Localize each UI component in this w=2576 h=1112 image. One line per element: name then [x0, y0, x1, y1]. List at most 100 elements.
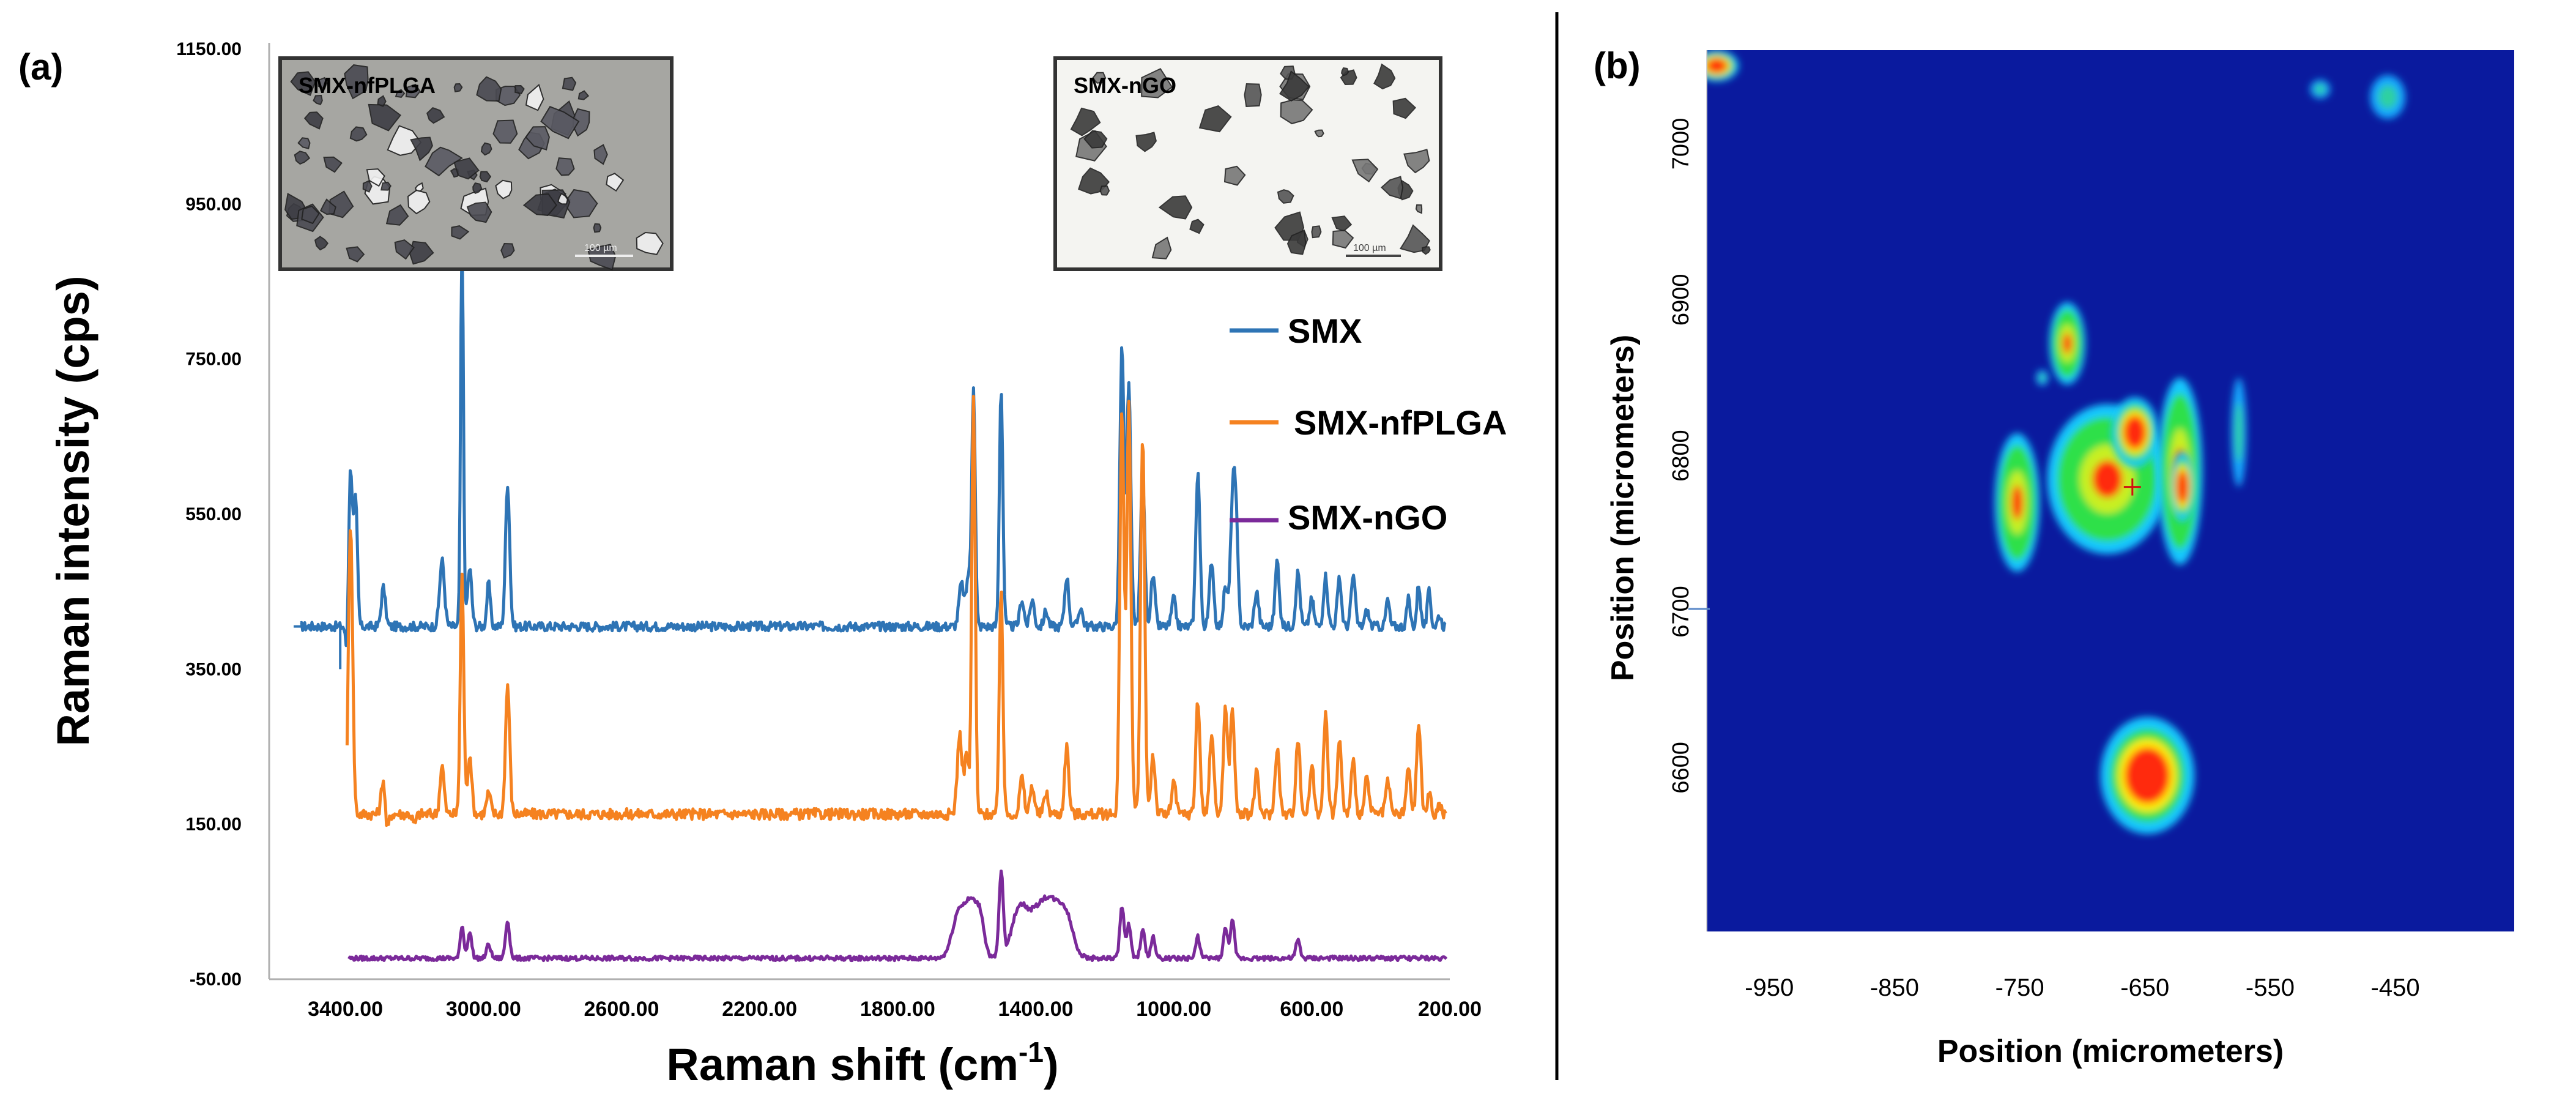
- inset-label: SMX-nGO: [1074, 73, 1176, 98]
- map-y-axis-label: Position (micrometers): [1605, 335, 1641, 681]
- particle: [1151, 236, 1172, 259]
- raman-map: 7000 6900 6800 6700 6600 -950 -850 -750 -650 -55…: [1605, 28, 2514, 1069]
- particle: [368, 103, 402, 132]
- particle: [301, 205, 320, 225]
- particle: [317, 76, 328, 90]
- y-tick-labels: 1150.00 950.00 750.00 550.00 350.00 150.00 -50…: [176, 39, 242, 990]
- x-tick-label: 3000.00: [446, 998, 521, 1021]
- particle: [1135, 132, 1157, 152]
- particle: [1280, 99, 1313, 125]
- map-x-axis-label: Position (micrometers): [1937, 1034, 2284, 1069]
- particle: [1332, 229, 1354, 249]
- map-y-tick-label: 6700: [1668, 586, 1694, 638]
- particle: [525, 126, 550, 151]
- particle: [1314, 129, 1324, 138]
- particle: [1244, 83, 1262, 107]
- particle: [394, 239, 415, 260]
- particle: [636, 231, 664, 256]
- particle: [1351, 159, 1379, 183]
- particle: [466, 201, 492, 223]
- particle: [366, 168, 385, 187]
- particle: [346, 246, 365, 263]
- map-blobs: [1707, 28, 2405, 834]
- particle: [1070, 107, 1101, 136]
- heat-spot: [2231, 378, 2247, 487]
- particle: [453, 157, 480, 180]
- particle: [492, 119, 518, 144]
- x-axis-label-sup: -1: [1019, 1036, 1044, 1068]
- particle: [451, 225, 470, 240]
- series-line-smx-ngo: [347, 869, 1448, 963]
- heat-contour: [2314, 84, 2326, 95]
- inset-particles: [284, 64, 664, 271]
- heat-contour: [2328, 28, 2337, 40]
- heat-contour: [2330, 31, 2336, 38]
- particle: [1381, 176, 1404, 200]
- particle: [593, 223, 602, 233]
- particle: [377, 95, 387, 107]
- spectra-lines: [294, 233, 1448, 963]
- heat-spot: [2310, 80, 2331, 99]
- map-y-tick-label: 6900: [1668, 274, 1694, 326]
- inset-smx-ngo-micrograph: SMX-nGO 100 µm: [1053, 56, 1442, 271]
- map-x-tick-label: -650: [2120, 974, 2169, 1001]
- particle: [314, 236, 328, 251]
- heat-spot: [1707, 50, 1739, 81]
- legend: SMX SMX-nfPLGA SMX-nGO: [1230, 312, 1507, 537]
- particle: [395, 89, 406, 98]
- particle: [557, 192, 568, 205]
- particle: [303, 111, 324, 130]
- x-tick-label: 2600.00: [584, 998, 659, 1021]
- heat-contour: [2125, 747, 2170, 804]
- particle: [562, 76, 577, 91]
- y-tick-label: 350.00: [185, 659, 242, 679]
- particle: [385, 204, 409, 226]
- heat-spot: [2111, 397, 2159, 468]
- heat-spot: [2370, 75, 2405, 119]
- particle: [453, 83, 463, 92]
- heat-spot: [2036, 370, 2049, 386]
- particle: [323, 156, 343, 173]
- legend-item-smx-ngo: SMX-nGO: [1230, 498, 1447, 537]
- inset-scalebar-label: 100 µm: [1353, 243, 1386, 253]
- particle: [344, 64, 369, 100]
- y-tick-label: -50.00: [190, 969, 242, 990]
- inset-particles: [1070, 63, 1431, 259]
- particle: [290, 71, 316, 96]
- heat-contour: [2038, 373, 2046, 382]
- particle: [1277, 189, 1294, 204]
- series-line-smx-lead: [294, 625, 342, 670]
- map-x-tick-label: -850: [1870, 974, 1919, 1001]
- particle: [1158, 195, 1193, 220]
- inset-frame: [278, 56, 674, 271]
- particle: [500, 242, 515, 259]
- particle: [380, 181, 392, 191]
- particle: [540, 106, 580, 140]
- particle: [495, 179, 513, 200]
- particle: [1392, 97, 1417, 119]
- particle: [407, 189, 431, 215]
- y-tick-label: 950.00: [185, 194, 242, 214]
- legend-label-smx-ngo: SMX-nGO: [1288, 498, 1447, 537]
- heat-contour: [2092, 460, 2123, 498]
- x-tick-label: 600.00: [1280, 998, 1343, 1021]
- x-tick-label: 1800.00: [860, 998, 935, 1021]
- particle: [1286, 229, 1307, 255]
- map-cursor-marker: [2123, 478, 2141, 496]
- panel-b-label: (b): [1594, 45, 1641, 86]
- particle: [410, 136, 433, 162]
- particle: [425, 146, 463, 177]
- legend-label-smx-nfplga: SMX-nfPLGA: [1294, 403, 1507, 442]
- particle: [476, 76, 502, 102]
- map-y-tick-label: 6800: [1668, 430, 1694, 482]
- particle: [426, 107, 445, 124]
- map-y-tick-labels: 7000 6900 6800 6700 6600: [1668, 118, 1694, 794]
- particle: [1099, 185, 1110, 196]
- heat-spot: [2047, 404, 2168, 554]
- map-x-tick-label: -550: [2246, 974, 2295, 1001]
- legend-item-smx-nfplga: SMX-nfPLGA: [1230, 403, 1507, 442]
- panel-a-label: (a): [18, 47, 63, 88]
- x-tick-label: 3400.00: [308, 998, 383, 1021]
- particle: [525, 83, 544, 111]
